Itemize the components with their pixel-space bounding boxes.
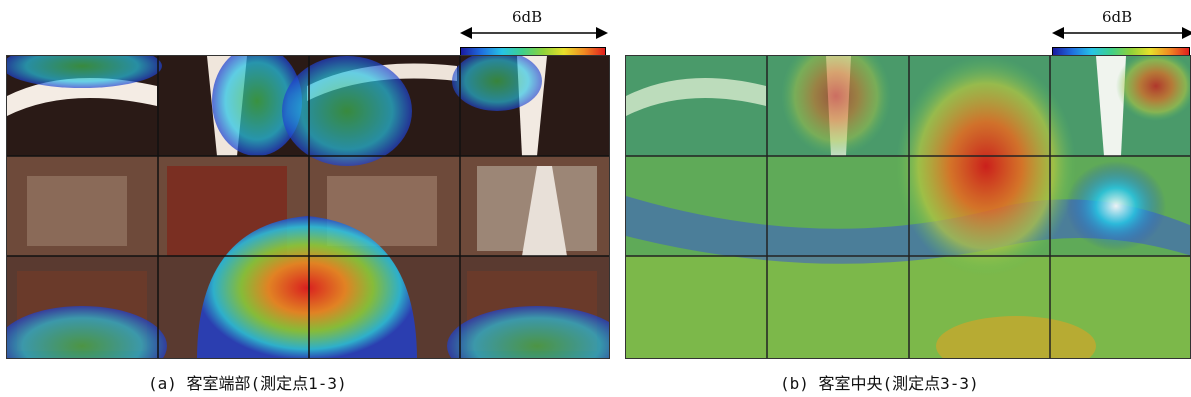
figure-caption-a: (a) 客室端部(測定点1-3) <box>148 374 347 393</box>
heatmap-image-a <box>7 56 609 358</box>
heatmap-image-grid-a <box>6 55 610 359</box>
scale-arrow-a <box>460 27 608 39</box>
figure-panel-b: 6dB <box>620 0 1191 397</box>
scale-label-a: 6dB <box>512 8 543 26</box>
scale-label-b: 6dB <box>1102 8 1133 26</box>
heatmap-image-b <box>626 56 1190 358</box>
figure-panel-a: 6dB <box>6 8 610 393</box>
figure-caption-b: (b) 客室中央(測定点3-3) <box>780 374 979 393</box>
heatmap-image-grid-b <box>625 55 1191 359</box>
scale-arrow-b <box>1052 27 1191 39</box>
